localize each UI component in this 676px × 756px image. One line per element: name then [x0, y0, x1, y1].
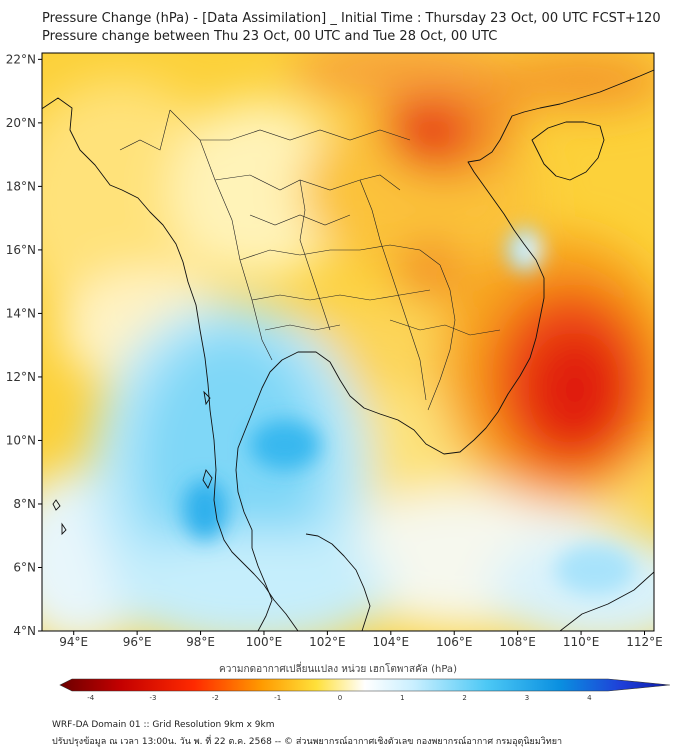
pressure-field	[42, 53, 654, 631]
lat-tick-label: 18°N	[6, 179, 36, 193]
lat-tick-label: 6°N	[13, 560, 36, 574]
colorbar-tick-label: 2	[462, 694, 466, 702]
latitude-axis: 22°N 20°N 18°N 16°N 14°N 12°N 10°N 8°N 6°N 4°N	[6, 52, 42, 638]
footer-model-info: WRF-DA Domain 01 :: Grid Resolution 9km …	[52, 720, 275, 730]
lat-tick-label: 22°N	[6, 52, 36, 66]
lon-tick-label: 102°E	[309, 635, 346, 649]
admin-borders	[119, 109, 501, 411]
chart-title-line-2: Pressure change between Thu 23 Oct, 00 U…	[42, 29, 498, 44]
colorbar-tick-label: 4	[587, 694, 592, 702]
colorbar-ticks: -4 -3 -2 -1 0 1 2 3 4	[87, 694, 592, 702]
colorbar-tick-label: -1	[274, 694, 281, 702]
lon-tick-label: 94°E	[59, 635, 88, 649]
lat-tick-label: 20°N	[6, 116, 36, 130]
islands	[52, 390, 213, 536]
colorbar-tick-label: 1	[400, 694, 404, 702]
lat-tick-label: 4°N	[13, 624, 36, 638]
map-frame	[41, 52, 655, 632]
lon-tick-label: 98°E	[186, 635, 215, 649]
lat-tick-label: 10°N	[6, 433, 36, 447]
lon-tick-label: 104°E	[373, 635, 410, 649]
lon-tick-label: 108°E	[499, 635, 536, 649]
colorbar-tick-label: -2	[212, 694, 219, 702]
lon-tick-label: 110°E	[563, 635, 600, 649]
lon-tick-label: 106°E	[436, 635, 473, 649]
lat-tick-label: 16°N	[6, 243, 36, 257]
colorbar-label: ความกดอากาศเปลี่ยนแปลง หน่วย เฮกโตพาสคัล…	[219, 664, 457, 675]
colorbar: -4 -3 -2 -1 0 1 2 3 4	[59, 678, 671, 702]
lon-tick-label: 100°E	[246, 635, 283, 649]
colorbar-tick-label: 0	[338, 694, 342, 702]
colorbar-tick-label: 3	[525, 694, 529, 702]
lat-tick-label: 12°N	[6, 370, 36, 384]
colorbar-tick-label: -4	[87, 694, 95, 702]
coastlines	[42, 69, 654, 631]
colorbar-bar	[59, 678, 671, 692]
lon-tick-label: 96°E	[123, 635, 152, 649]
longitude-axis: 94°E 96°E 98°E 100°E 102°E 104°E 106°E 108°E 110…	[59, 631, 663, 649]
chart-title-line-1: Pressure Change (hPa) - [Data Assimilati…	[42, 11, 661, 26]
lat-tick-label: 14°N	[6, 306, 36, 320]
footer-update-info: ปรับปรุงข้อมูล ณ เวลา 13:00น. วัน พ. ที่…	[52, 737, 563, 747]
lat-tick-label: 8°N	[13, 497, 36, 511]
colorbar-tick-label: -3	[150, 694, 157, 702]
pressure-change-map: 22°N 20°N 18°N 16°N 14°N 12°N 10°N 8°N 6°N 4°N 94…	[6, 52, 671, 702]
lon-tick-label: 112°E	[626, 635, 663, 649]
